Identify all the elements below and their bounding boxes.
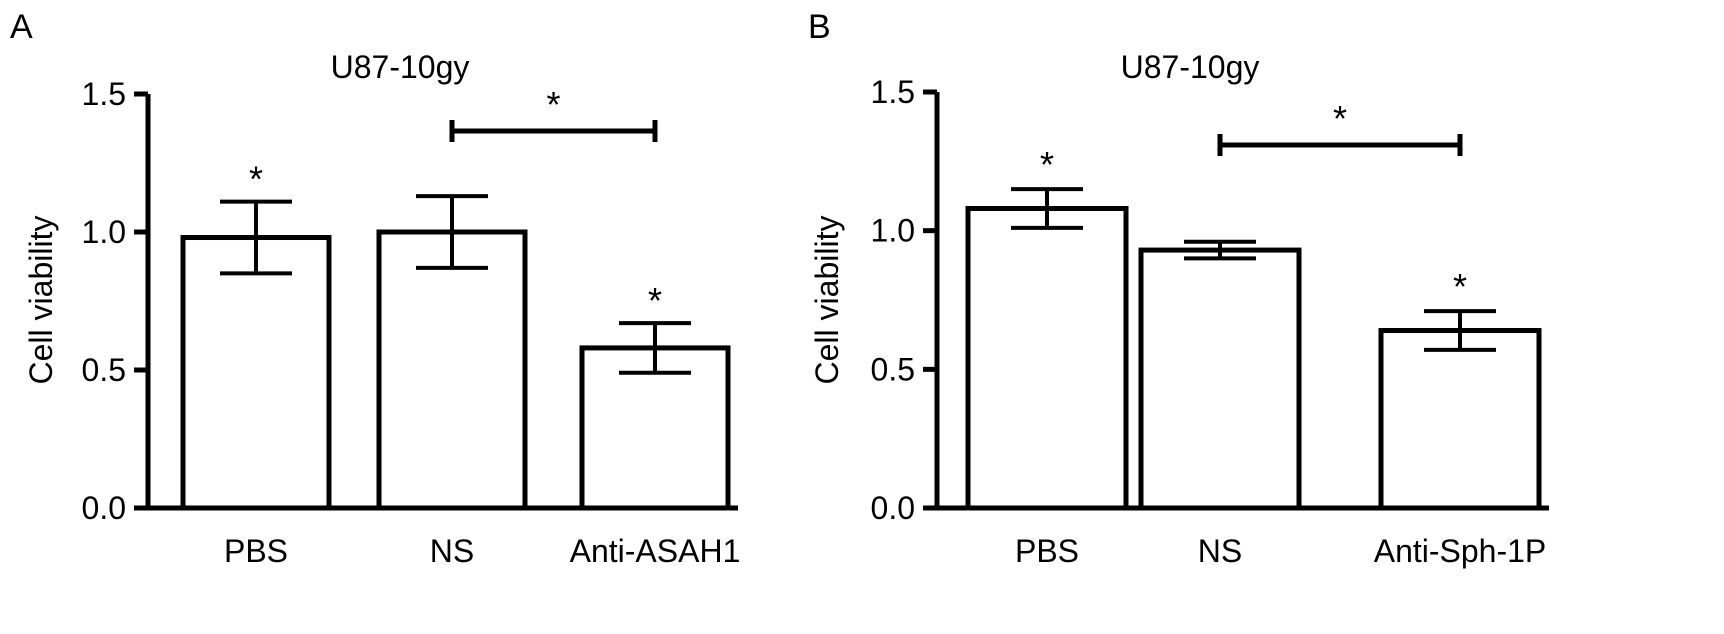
y-tick-label: 1.5 xyxy=(871,74,915,110)
bar xyxy=(1378,328,1542,511)
x-tick-label: Anti-Sph-1P xyxy=(1374,533,1547,569)
x-tick-label: Anti-ASAH1 xyxy=(570,533,741,569)
bracket-star: * xyxy=(546,84,560,125)
chart-title: U87-10gy xyxy=(331,49,470,85)
panel-label: B xyxy=(808,8,831,46)
bracket-star: * xyxy=(1333,98,1347,139)
significance-star: * xyxy=(1453,266,1467,307)
y-tick-label: 0.0 xyxy=(871,490,915,526)
y-tick-label: 1.5 xyxy=(82,76,126,112)
y-tick-label: 0.5 xyxy=(82,352,126,388)
significance-star: * xyxy=(1040,144,1054,185)
x-tick-label: PBS xyxy=(1015,533,1079,569)
significance-star: * xyxy=(249,159,263,200)
x-tick-label: PBS xyxy=(224,533,288,569)
bar xyxy=(376,229,528,511)
bar xyxy=(1138,247,1302,511)
panel-a: A U87-10gy Cell viability 0.0 0.5 1.0 1.5 PB… xyxy=(10,8,740,569)
y-tick-label: 0.5 xyxy=(871,351,915,387)
panel-b: B U87-10gy Cell viability 0.0 0.5 1.0 1.5 PB… xyxy=(808,8,1549,569)
y-axis-label: Cell viability xyxy=(23,216,59,385)
y-tick-label: 0.0 xyxy=(82,490,126,526)
x-tick-label: NS xyxy=(430,533,474,569)
y-tick-label: 1.0 xyxy=(82,214,126,250)
chart-title: U87-10gy xyxy=(1121,49,1260,85)
bar xyxy=(965,205,1129,511)
bar xyxy=(180,235,332,511)
x-tick-label: NS xyxy=(1198,533,1242,569)
significance-star: * xyxy=(648,280,662,321)
panel-label: A xyxy=(10,8,33,46)
y-tick-label: 1.0 xyxy=(871,213,915,249)
y-axis-label: Cell viability xyxy=(809,216,845,385)
